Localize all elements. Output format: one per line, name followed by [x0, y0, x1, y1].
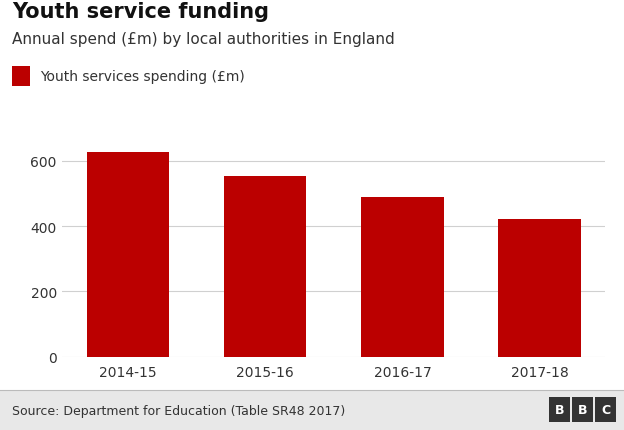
Text: B: B [578, 403, 587, 416]
Bar [87, 152, 169, 357]
Bar [361, 198, 444, 357]
Text: C: C [601, 403, 610, 416]
Bar [224, 176, 306, 357]
Text: Annual spend (£m) by local authorities in England: Annual spend (£m) by local authorities i… [12, 32, 395, 47]
Bar [499, 220, 580, 357]
Text: Youth services spending (£m): Youth services spending (£m) [41, 70, 245, 84]
Text: Source: Department for Education (Table SR48 2017): Source: Department for Education (Table … [12, 404, 346, 417]
Text: B: B [555, 403, 564, 416]
Text: Youth service funding: Youth service funding [12, 2, 270, 22]
